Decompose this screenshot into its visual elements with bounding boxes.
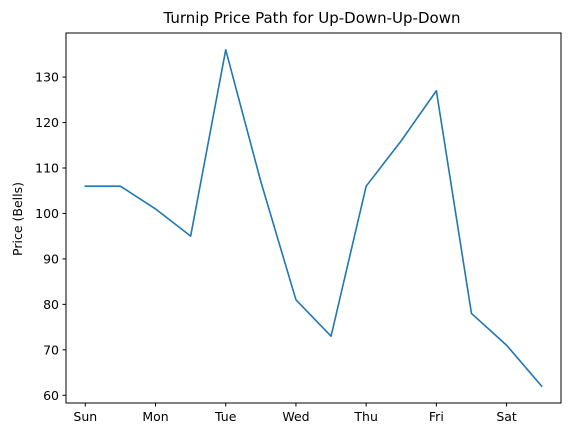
y-tick-label: 130 xyxy=(35,70,59,85)
y-tick-label: 90 xyxy=(43,251,59,266)
y-tick-label: 80 xyxy=(43,297,59,312)
x-tick-label: Mon xyxy=(142,409,168,424)
y-tick-label: 110 xyxy=(35,161,59,176)
x-tick-label: Fri xyxy=(429,409,444,424)
y-tick-label: 60 xyxy=(43,388,59,403)
series-line-0 xyxy=(84,49,543,388)
x-tick-label: Sun xyxy=(73,409,97,424)
y-tick-label: 120 xyxy=(35,115,59,130)
y-tick-label: 70 xyxy=(43,342,59,357)
x-tick-label: Thu xyxy=(353,409,377,424)
y-axis-label: Price (Bells) xyxy=(10,182,25,256)
y-tick-label: 100 xyxy=(35,206,59,221)
plot-area: 60 70 80 90 100 110 120 130 Sun Mon Tue Wed Thu Fri Sa… xyxy=(35,32,562,424)
x-tick-label: Sat xyxy=(496,409,517,424)
x-tick-label: Wed xyxy=(282,409,309,424)
x-tick-label: Tue xyxy=(214,409,237,424)
axes-frame xyxy=(65,32,562,404)
chart-title: Turnip Price Path for Up-Down-Up-Down xyxy=(163,9,461,27)
